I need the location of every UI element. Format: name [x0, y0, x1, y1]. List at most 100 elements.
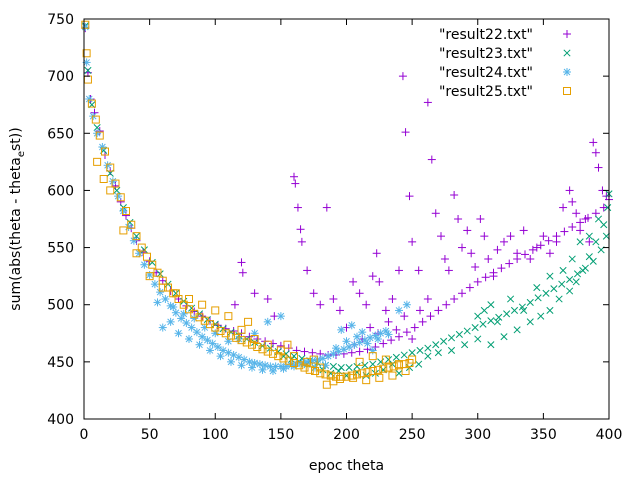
data-point [237, 361, 246, 370]
x-tick-label: 250 [399, 427, 426, 443]
data-point [589, 138, 598, 147]
data-point [237, 336, 246, 345]
data-point [355, 289, 364, 298]
data-point [454, 215, 463, 223]
data-point [355, 357, 364, 366]
data-point [99, 175, 108, 183]
data-point [471, 324, 479, 332]
data-point [321, 370, 330, 379]
data-point [337, 372, 346, 381]
data-point [309, 355, 318, 364]
series-1 [81, 24, 613, 359]
legend-label: "result24.txt" [439, 65, 533, 81]
data-point [355, 347, 364, 356]
data-point [427, 155, 436, 164]
data-point [473, 277, 482, 286]
data-point [559, 266, 567, 274]
data-point [381, 355, 390, 364]
legend-marker [563, 49, 571, 57]
data-point [250, 289, 259, 298]
data-point [283, 340, 292, 349]
data-point [550, 285, 558, 293]
data-point [81, 23, 90, 31]
data-point [447, 334, 456, 342]
x-tick-label: 300 [464, 427, 491, 443]
data-point [395, 360, 403, 369]
data-point [402, 300, 411, 309]
legend-label: "result23.txt" [439, 46, 533, 62]
data-point [261, 361, 270, 370]
data-point [450, 295, 459, 303]
data-point [560, 227, 569, 236]
data-point [408, 349, 416, 357]
data-point [347, 321, 356, 330]
data-point [101, 147, 109, 156]
data-point [93, 124, 101, 132]
data-point [526, 298, 534, 306]
data-point [221, 329, 230, 338]
data-point [84, 66, 92, 74]
data-point [424, 352, 432, 360]
y-tick-label: 550 [47, 241, 74, 257]
data-point [447, 346, 456, 354]
data-point [321, 361, 330, 370]
data-point [546, 306, 554, 314]
data-point [153, 268, 162, 277]
data-point [487, 317, 495, 325]
data-point [389, 362, 398, 371]
data-point [526, 255, 535, 263]
x-tick-label: 350 [530, 427, 557, 443]
y-axis-label-main: sum(abs(theta - theta [8, 157, 24, 311]
data-point [450, 191, 459, 199]
data-point [418, 317, 427, 326]
data-point [480, 306, 488, 314]
data-point [224, 312, 233, 321]
data-point [392, 325, 401, 334]
data-point [493, 318, 501, 326]
data-point [503, 310, 511, 318]
data-point [400, 351, 408, 359]
data-point [576, 218, 585, 227]
data-point [258, 345, 267, 354]
series-3 [81, 23, 411, 375]
data-point [388, 295, 397, 303]
data-point [353, 362, 361, 370]
data-point [276, 346, 285, 355]
data-point [274, 352, 283, 361]
data-point [119, 207, 128, 215]
data-point [229, 327, 238, 335]
data-point [171, 289, 180, 298]
data-point [300, 363, 309, 372]
data-point [384, 363, 393, 372]
data-point [526, 318, 534, 326]
data-point [476, 215, 485, 223]
data-point [405, 192, 414, 201]
data-point [250, 329, 259, 338]
x-tick-label: 0 [80, 427, 89, 443]
data-point [400, 312, 409, 321]
legend-marker [563, 68, 571, 76]
legend-label: "result22.txt" [439, 27, 533, 43]
legend-label: "result25.txt" [439, 84, 533, 100]
data-point [463, 226, 472, 235]
data-point [296, 225, 305, 234]
data-point [471, 263, 480, 271]
data-point [576, 238, 584, 246]
data-point [395, 332, 403, 341]
data-point [487, 341, 495, 349]
data-point [458, 243, 466, 252]
data-point [573, 270, 582, 278]
data-point [506, 232, 515, 241]
data-point [185, 335, 193, 343]
data-point [335, 306, 344, 315]
x-axis-ticks: 0 50 100 150 200 250 300 350 400 [80, 19, 622, 443]
data-point [93, 157, 102, 166]
data-point [363, 339, 372, 348]
data-point [467, 249, 476, 258]
data-point [279, 354, 288, 363]
data-point [119, 226, 128, 235]
data-point [153, 298, 162, 307]
data-point [216, 327, 225, 335]
data-point [493, 245, 502, 254]
data-point [513, 326, 521, 334]
